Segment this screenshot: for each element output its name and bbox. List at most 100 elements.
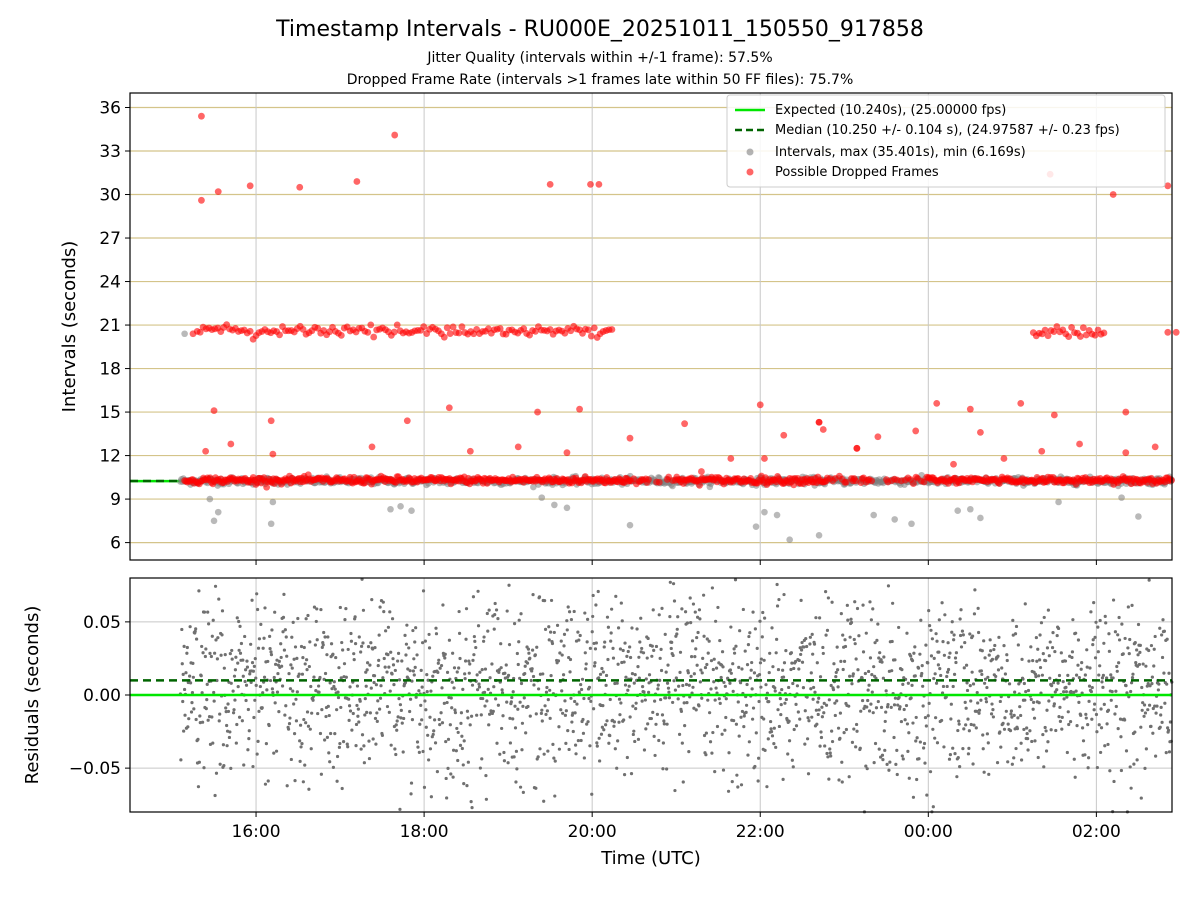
residual-point: [983, 682, 986, 685]
residual-point: [355, 723, 358, 726]
residual-point: [1032, 708, 1035, 711]
residual-point: [797, 667, 800, 670]
residual-point: [396, 659, 399, 662]
residual-point: [594, 603, 597, 606]
residual-point: [961, 747, 964, 750]
residual-point: [881, 754, 884, 757]
residual-point: [348, 685, 351, 688]
residual-point: [807, 772, 810, 775]
residual-point: [230, 682, 233, 685]
residual-point: [1075, 690, 1078, 693]
interval-point: [816, 532, 823, 539]
residual-point: [806, 737, 809, 740]
residual-point: [699, 668, 702, 671]
intervals-y-tick-label: 27: [99, 229, 121, 249]
residual-point: [933, 737, 936, 740]
residual-point: [846, 618, 849, 621]
x-axis-label: Time (UTC): [600, 848, 701, 869]
residual-point: [527, 652, 530, 655]
residual-point: [635, 627, 638, 630]
x-tick-label: 20:00: [568, 822, 617, 842]
residual-point: [263, 676, 266, 679]
residual-point: [859, 710, 862, 713]
residual-point: [1139, 726, 1142, 729]
residual-point: [831, 740, 834, 743]
residual-point: [752, 706, 755, 709]
residual-point: [699, 680, 702, 683]
residual-point: [229, 652, 232, 655]
residual-point: [444, 740, 447, 743]
dropped-point: [459, 323, 466, 330]
residual-point: [421, 641, 424, 644]
residual-point: [303, 764, 306, 767]
residual-point: [362, 744, 365, 747]
residual-point: [628, 645, 631, 648]
residual-point: [517, 640, 520, 643]
residual-point: [1051, 646, 1054, 649]
residual-point: [982, 639, 985, 642]
residual-point: [687, 750, 690, 753]
residual-point: [820, 736, 823, 739]
residual-point: [906, 722, 909, 725]
residual-point: [430, 795, 433, 798]
residual-point: [1168, 750, 1171, 753]
residual-point: [335, 780, 338, 783]
residual-point: [830, 601, 833, 604]
residual-point: [1085, 716, 1088, 719]
residual-point: [1130, 681, 1133, 684]
residual-point: [694, 647, 697, 650]
residual-point: [1108, 650, 1111, 653]
residual-point: [516, 652, 519, 655]
residual-point: [947, 668, 950, 671]
residual-point: [423, 786, 426, 789]
residual-point: [216, 636, 219, 639]
residual-point: [179, 758, 182, 761]
residual-point: [382, 601, 385, 604]
residual-point: [255, 684, 258, 687]
residual-point: [1091, 643, 1094, 646]
residual-point: [1042, 652, 1045, 655]
dropped-point: [338, 332, 345, 339]
residual-point: [1088, 666, 1091, 669]
interval-point: [908, 520, 915, 527]
residual-point: [1107, 709, 1110, 712]
residual-point: [840, 761, 843, 764]
residual-point: [558, 748, 561, 751]
residual-point: [1038, 658, 1041, 661]
residual-point: [898, 696, 901, 699]
residual-point: [282, 616, 285, 619]
residual-point: [1110, 699, 1113, 702]
residual-point: [399, 703, 402, 706]
residual-point: [953, 673, 956, 676]
residual-point: [580, 688, 583, 691]
residual-point: [1137, 623, 1140, 626]
residual-point: [1003, 716, 1006, 719]
residual-point: [1114, 630, 1117, 633]
residual-point: [843, 660, 846, 663]
residual-point: [593, 661, 596, 664]
residual-point: [436, 770, 439, 773]
residual-point: [1119, 735, 1122, 738]
residual-point: [316, 638, 319, 641]
residual-point: [273, 676, 276, 679]
residual-point: [811, 653, 814, 656]
residual-point: [557, 659, 560, 662]
residual-point: [388, 711, 391, 714]
residual-point: [259, 685, 262, 688]
residual-point: [1001, 722, 1004, 725]
dropped-point: [591, 324, 598, 331]
residual-point: [238, 716, 241, 719]
residual-point: [953, 633, 956, 636]
residual-point: [999, 700, 1002, 703]
residual-point: [750, 669, 753, 672]
residual-point: [534, 653, 537, 656]
residual-point: [259, 623, 262, 626]
residual-point: [875, 639, 878, 642]
dropped-point: [780, 432, 787, 439]
residual-point: [436, 671, 439, 674]
residual-point: [494, 602, 497, 605]
residual-point: [774, 746, 777, 749]
residual-point: [409, 792, 412, 795]
residual-point: [739, 716, 742, 719]
residual-point: [214, 585, 217, 588]
